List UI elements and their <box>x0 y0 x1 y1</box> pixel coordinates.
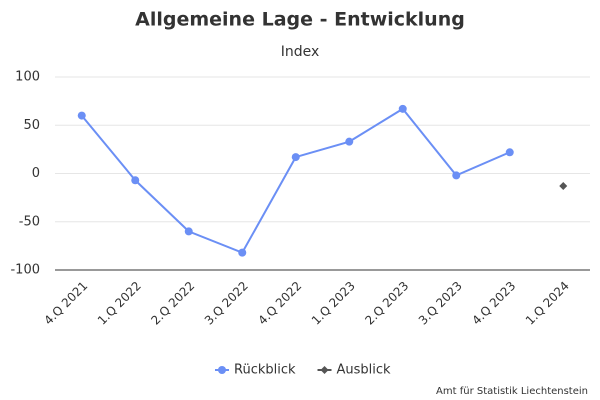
legend-marker <box>218 366 226 374</box>
x-tick-label: 3.Q 2022 <box>202 279 251 328</box>
x-tick-label: 4.Q 2023 <box>469 279 518 328</box>
legend-label[interactable]: Rückblick <box>234 363 296 378</box>
data-point <box>131 176 140 185</box>
data-point <box>345 137 354 146</box>
data-point <box>77 111 86 120</box>
x-tick-label: 4.Q 2022 <box>255 279 304 328</box>
x-tick-label: 1.Q 2023 <box>309 279 358 328</box>
x-tick-label: 4.Q 2021 <box>41 279 90 328</box>
y-axis-title: Index <box>281 44 320 60</box>
credits: Amt für Statistik Liechtenstein <box>436 386 588 397</box>
data-point <box>505 148 514 157</box>
y-tick-label: -50 <box>19 214 40 229</box>
x-tick-label: 2.Q 2022 <box>148 279 197 328</box>
legend-marker <box>320 366 329 374</box>
data-point <box>238 248 247 257</box>
data-point <box>184 227 193 236</box>
data-point <box>398 104 407 113</box>
legend-label[interactable]: Ausblick <box>337 363 392 378</box>
chart-title: Allgemeine Lage - Entwicklung <box>135 9 465 31</box>
y-tick-label: 100 <box>15 70 40 85</box>
series-line <box>80 107 511 254</box>
x-tick-label: 1.Q 2022 <box>95 279 144 328</box>
x-tick-label: 2.Q 2023 <box>362 279 411 328</box>
y-tick-label: 50 <box>23 118 40 133</box>
x-tick-label: 1.Q 2024 <box>523 279 572 328</box>
x-tick-label: 3.Q 2023 <box>416 279 465 328</box>
y-tick-label: -100 <box>10 263 40 278</box>
y-tick-label: 0 <box>32 166 40 181</box>
data-point <box>291 153 300 162</box>
data-point <box>452 171 461 180</box>
data-point <box>559 182 568 191</box>
